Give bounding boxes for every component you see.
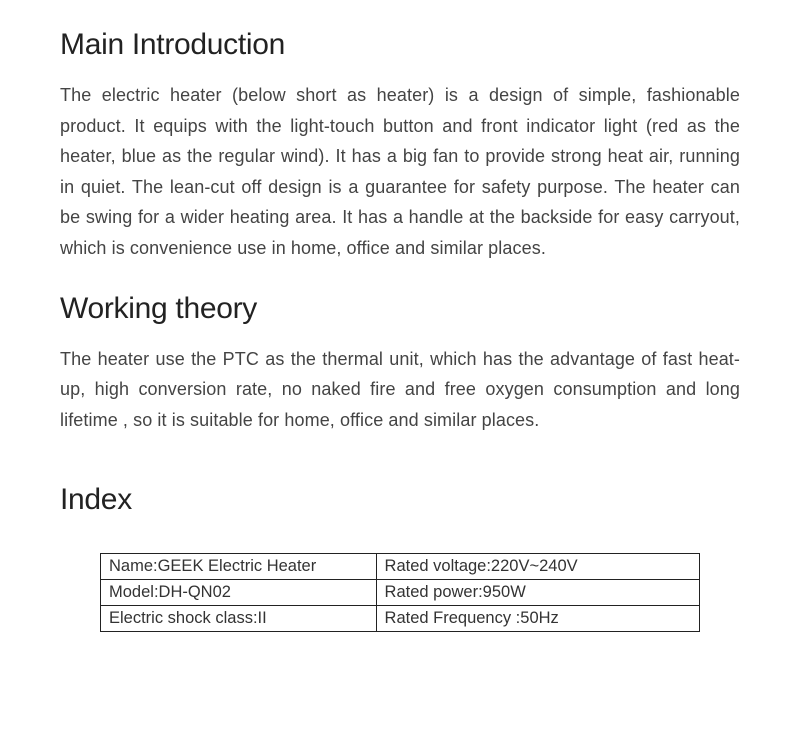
table-cell: Model:DH-QN02 bbox=[101, 580, 377, 606]
main-introduction-heading: Main Introduction bbox=[60, 28, 740, 62]
table-cell: Electric shock class:II bbox=[101, 606, 377, 632]
table-row: Name:GEEK Electric Heater Rated voltage:… bbox=[101, 554, 700, 580]
table-cell: Rated power:950W bbox=[376, 580, 699, 606]
index-heading: Index bbox=[60, 483, 740, 517]
table-cell: Name:GEEK Electric Heater bbox=[101, 554, 377, 580]
table-row: Model:DH-QN02 Rated power:950W bbox=[101, 580, 700, 606]
main-introduction-body: The electric heater (below short as heat… bbox=[60, 80, 740, 264]
table-cell: Rated voltage:220V~240V bbox=[376, 554, 699, 580]
working-theory-heading: Working theory bbox=[60, 292, 740, 326]
table-row: Electric shock class:II Rated Frequency … bbox=[101, 606, 700, 632]
table-cell: Rated Frequency :50Hz bbox=[376, 606, 699, 632]
index-table: Name:GEEK Electric Heater Rated voltage:… bbox=[100, 553, 700, 632]
working-theory-body: The heater use the PTC as the thermal un… bbox=[60, 344, 740, 436]
